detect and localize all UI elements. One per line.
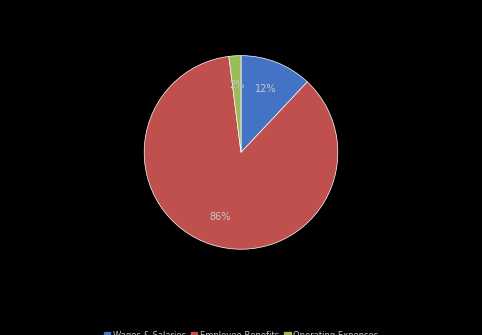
Wedge shape	[229, 56, 241, 152]
Wedge shape	[144, 56, 338, 249]
Text: 12%: 12%	[255, 84, 277, 94]
Legend: Wages & Salaries, Employee Benefits, Operating Expenses: Wages & Salaries, Employee Benefits, Ope…	[102, 330, 380, 335]
Text: 2%: 2%	[229, 80, 244, 90]
Text: 86%: 86%	[209, 212, 231, 222]
Wedge shape	[241, 56, 307, 152]
